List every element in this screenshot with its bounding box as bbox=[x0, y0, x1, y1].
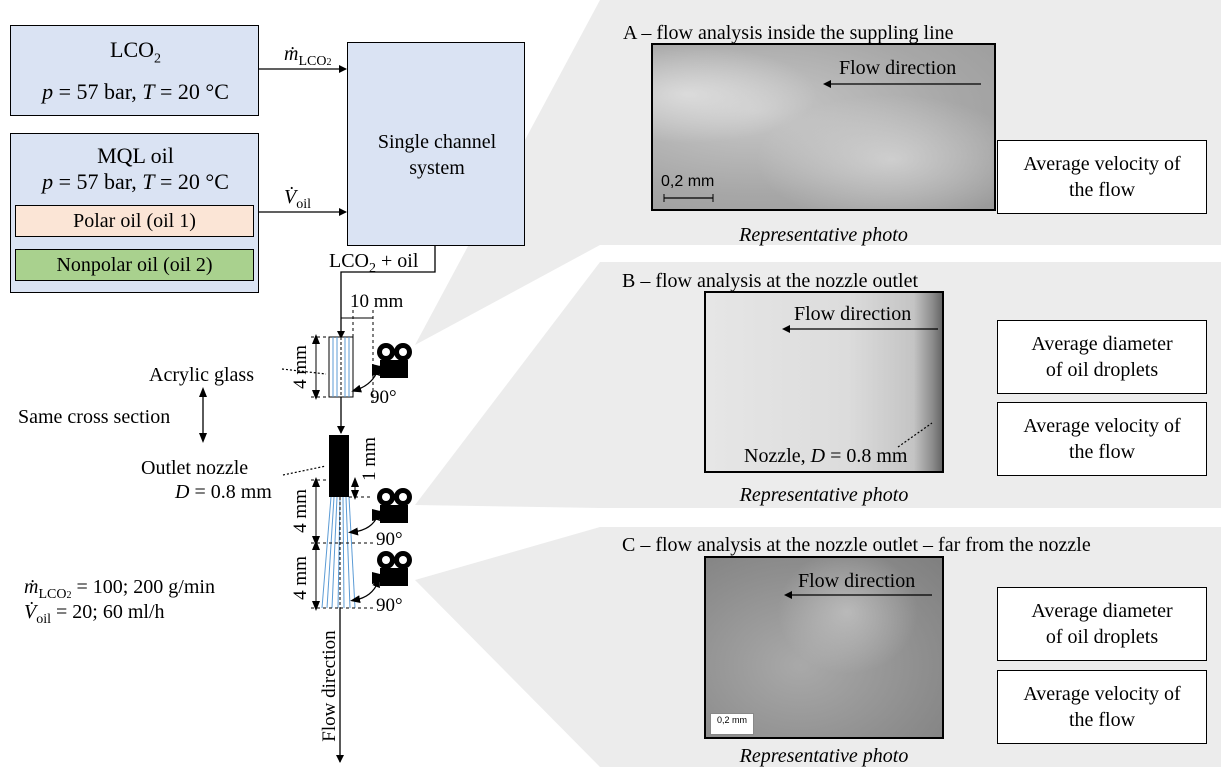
scale-bar-label: 0,2 mm bbox=[661, 173, 715, 190]
scale-bar-line bbox=[663, 194, 714, 202]
flow-direction-label: Flow direction bbox=[798, 570, 916, 592]
panel-c-photo: Flow direction 0,2 mm bbox=[704, 556, 944, 739]
nonpolar-oil-box: Nonpolar oil (oil 2) bbox=[15, 249, 254, 281]
flow-direction-arrow bbox=[782, 325, 938, 333]
panel-c-note-diameter: Average diameter of oil droplets bbox=[997, 587, 1207, 661]
panel-b-note-velocity: Average velocity of the flow bbox=[997, 402, 1207, 476]
dim-1mm: 1 mm bbox=[358, 437, 380, 481]
same-cross-section-label: Same cross section bbox=[18, 406, 171, 428]
panel-b-note-diameter: Average diameter of oil droplets bbox=[997, 320, 1207, 394]
angle-label: 90° bbox=[370, 387, 397, 408]
lco2-title: LCO2 bbox=[110, 37, 161, 67]
angle-label: 90° bbox=[376, 595, 403, 616]
lco2-conditions: p = 57 bar, T = 20 °C bbox=[42, 79, 229, 104]
flow-direction-arrow bbox=[784, 591, 932, 599]
flow-direction-label: Flow direction bbox=[839, 57, 957, 79]
lco2-box: LCO2 p = 57 bar, T = 20 °C bbox=[10, 25, 259, 116]
dim-4mm-tube: 4 mm bbox=[289, 345, 311, 389]
mql-title: MQL oil bbox=[97, 143, 174, 168]
panel-b-photo: Flow direction Nozzle, D = 0.8 mm bbox=[704, 291, 944, 473]
panel-a-caption: Representative photo bbox=[739, 224, 908, 246]
m-dot-label: ṁLCO2 bbox=[284, 43, 332, 69]
acrylic-glass-label: Acrylic glass bbox=[149, 364, 254, 386]
dim-10mm: 10 mm bbox=[350, 291, 404, 312]
panel-b-caption: Representative photo bbox=[739, 484, 909, 506]
flow-direction-label: Flow direction bbox=[794, 303, 912, 325]
panel-c-title: C – flow analysis at the nozzle outlet –… bbox=[622, 534, 1091, 556]
scale-bar: 0,2 mm bbox=[661, 173, 714, 191]
outlet-nozzle-label: Outlet nozzle bbox=[141, 457, 249, 479]
outlet-diameter-label: D = 0.8 mm bbox=[175, 481, 272, 503]
single-channel-line1: Single channel bbox=[377, 131, 497, 153]
scale-bar-label: 0,2 mm bbox=[716, 715, 747, 725]
panel-a-title: A – flow analysis inside the suppling li… bbox=[623, 22, 954, 44]
single-channel-system: Single channel system bbox=[347, 42, 525, 246]
single-channel-line2: system bbox=[409, 157, 465, 179]
panel-c-caption: Representative photo bbox=[739, 745, 909, 767]
mql-conditions: p = 57 bar, T = 20 °C bbox=[42, 169, 229, 194]
volume-flow-params: V̇oil = 20; 60 ml/h bbox=[24, 601, 165, 627]
camera-icon bbox=[372, 551, 412, 586]
camera-icon bbox=[372, 488, 412, 523]
scale-bar: 0,2 mm bbox=[710, 713, 754, 735]
flow-direction-arrow bbox=[823, 80, 981, 88]
polar-oil-box: Polar oil (oil 1) bbox=[15, 205, 254, 237]
camera-icon bbox=[372, 343, 412, 378]
panel-a-note-velocity: Average velocity of the flow bbox=[997, 140, 1207, 214]
flow-schematic bbox=[199, 65, 436, 763]
angle-label: 90° bbox=[376, 529, 403, 550]
nozzle-pointer bbox=[897, 422, 933, 448]
outlet-nozzle bbox=[329, 435, 349, 497]
mix-outlet-line bbox=[337, 246, 436, 339]
dim-4mm-spray-1: 4 mm bbox=[289, 489, 311, 533]
mass-flow-params: ṁLCO2 = 100; 200 g/min bbox=[24, 576, 215, 602]
nozzle-label: Nozzle, D = 0.8 mm bbox=[744, 445, 908, 467]
panel-a-photo: Flow direction 0,2 mm bbox=[651, 43, 996, 211]
mix-label: LCO2 + oil bbox=[329, 250, 419, 276]
dim-4mm-spray-2: 4 mm bbox=[289, 556, 311, 600]
spray-lines bbox=[321, 496, 356, 609]
v-dot-label: V̇oil bbox=[284, 186, 311, 212]
panel-b-title: B – flow analysis at the nozzle outlet bbox=[622, 270, 919, 292]
panel-c-note-velocity: Average velocity of the flow bbox=[997, 670, 1207, 744]
mql-oil-box: MQL oil p = 57 bar, T = 20 °C Polar oil … bbox=[10, 133, 259, 293]
flow-direction-vertical-label: Flow direction bbox=[319, 630, 340, 742]
